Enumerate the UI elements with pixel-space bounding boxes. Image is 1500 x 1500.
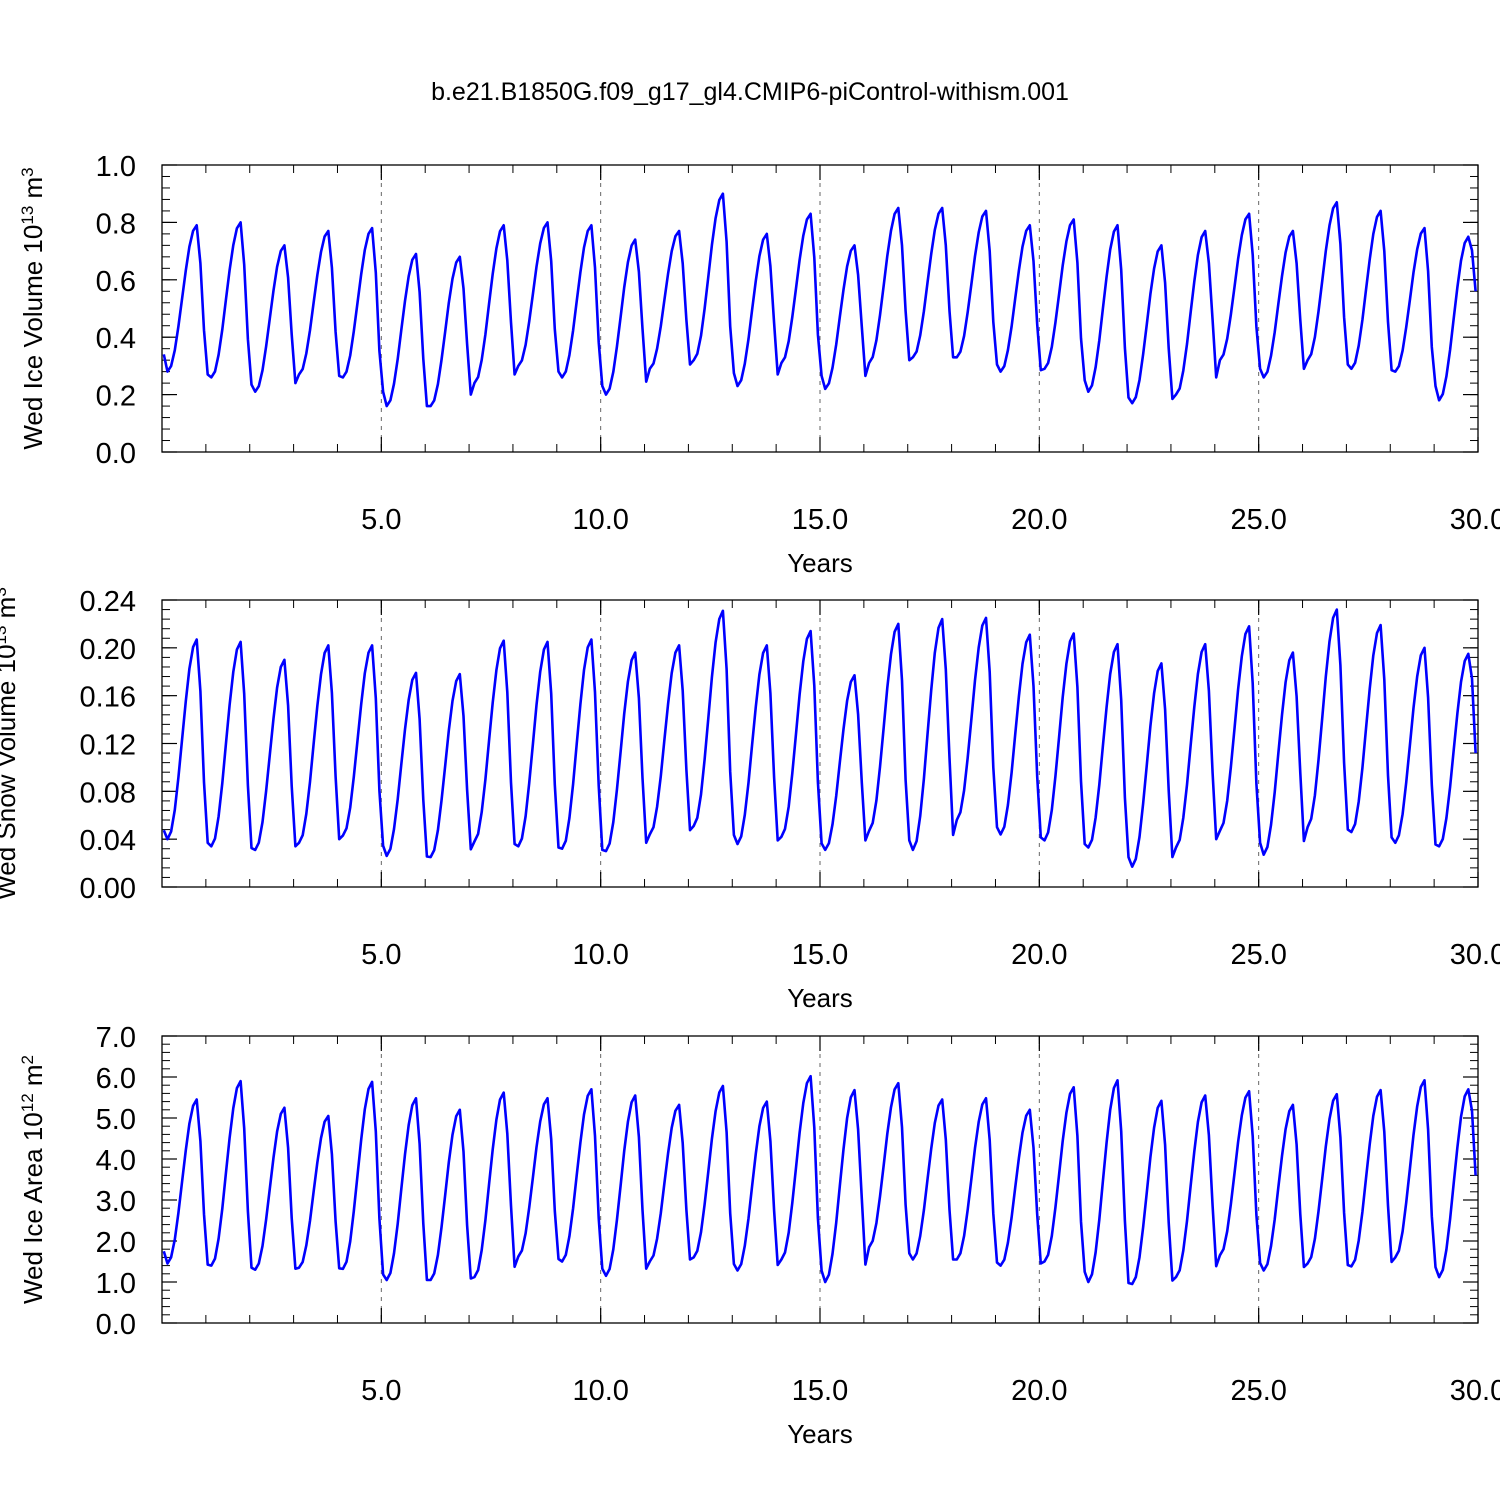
x-tick-label: 5.0	[361, 504, 401, 536]
y-tick-label: 1.0	[96, 1268, 136, 1300]
y-tick-label: 6.0	[96, 1063, 136, 1095]
y-tick-label: 0.4	[96, 323, 136, 355]
x-tick-label: 25.0	[1230, 939, 1286, 971]
y-axis-label: Wed Ice Area 1012 m2	[18, 1055, 49, 1304]
x-axis-label: Years	[787, 548, 853, 578]
figure-title: b.e21.B1850G.f09_g17_gl4.CMIP6-piControl…	[431, 78, 1069, 106]
y-tick-label: 0.20	[80, 634, 136, 666]
plot-frame	[161, 164, 1479, 453]
y-tick-label: 0.0	[96, 438, 136, 470]
series-line	[162, 608, 1477, 869]
x-tick-label: 30.0	[1450, 1375, 1500, 1407]
panel-2: 5.0 10.0 15.0 20.0 25.0 30.0 0.00 0.04 0.08 0.12 0…	[0, 586, 1500, 1013]
x-tick-label: 15.0	[792, 504, 848, 536]
y-axis-label: Wed Ice Volume 1013 m3	[18, 167, 49, 449]
y-tick-label: 1.0	[96, 151, 136, 183]
x-tick-label: 20.0	[1011, 504, 1067, 536]
x-tick-label: 5.0	[361, 1375, 401, 1407]
y-tick-label: 0.6	[96, 266, 136, 298]
x-tick-label: 25.0	[1230, 504, 1286, 536]
y-tick-label: 0.16	[80, 682, 136, 714]
x-tick-label: 25.0	[1230, 1375, 1286, 1407]
x-tick-label: 20.0	[1011, 1375, 1067, 1407]
y-tick-label: 0.08	[80, 777, 136, 809]
x-tick-label: 15.0	[792, 939, 848, 971]
y-tick-label: 0.8	[96, 208, 136, 240]
y-axis-label: Wed Snow Volume 1013 m3	[0, 587, 21, 900]
y-tick-label: 4.0	[96, 1145, 136, 1177]
x-tick-label: 15.0	[792, 1375, 848, 1407]
x-tick-label: 5.0	[361, 939, 401, 971]
y-tick-label: 0.12	[80, 730, 136, 762]
series-line	[162, 192, 1477, 408]
y-tick-label: 5.0	[96, 1104, 136, 1136]
panel-3: 5.0 10.0 15.0 20.0 25.0 30.0 0.0 1.0 2.0 3.0 4.0 5.…	[18, 1022, 1500, 1449]
x-tick-label: 10.0	[572, 939, 628, 971]
y-tick-label: 0.00	[80, 873, 136, 905]
y-tick-label: 0.04	[80, 825, 136, 857]
y-tick-label: 0.0	[96, 1309, 136, 1341]
x-tick-label: 30.0	[1450, 939, 1500, 971]
y-tick-label: 2.0	[96, 1227, 136, 1259]
x-axis-label: Years	[787, 983, 853, 1013]
y-tick-label: 7.0	[96, 1022, 136, 1054]
x-axis-label: Years	[787, 1419, 853, 1449]
x-tick-label: 30.0	[1450, 504, 1500, 536]
y-tick-label: 0.2	[96, 381, 136, 413]
x-tick-label: 20.0	[1011, 939, 1067, 971]
panel-1: 5.0 10.0 15.0 20.0 25.0 30.0 0.0 0.2 0.4 0.6 0.8 1.…	[18, 151, 1500, 578]
plot-frame	[161, 599, 1479, 888]
x-tick-label: 10.0	[572, 504, 628, 536]
y-tick-label: 0.24	[80, 586, 136, 618]
y-tick-label: 3.0	[96, 1186, 136, 1218]
series-line	[162, 1074, 1477, 1286]
plot-frame	[161, 1035, 1479, 1324]
x-tick-label: 10.0	[572, 1375, 628, 1407]
